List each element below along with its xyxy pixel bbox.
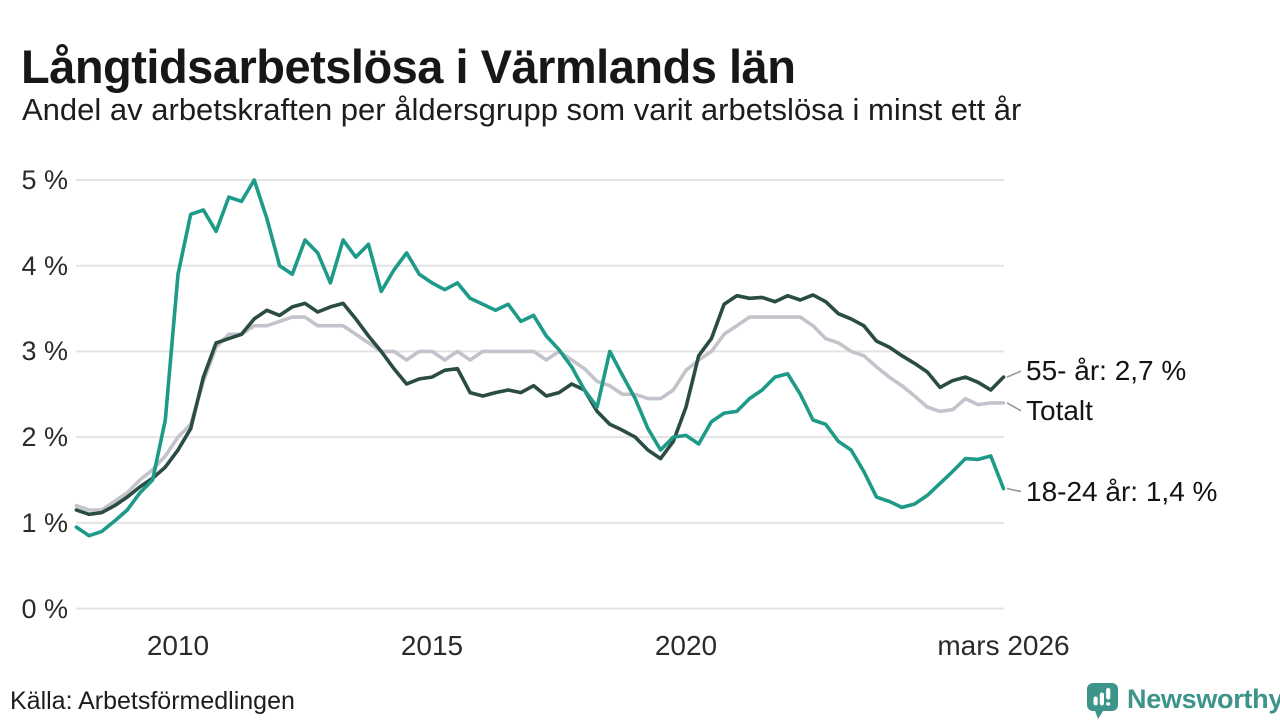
y-axis-tick-label: 2 % [21, 422, 68, 453]
y-axis-tick-label: 4 % [21, 250, 68, 281]
x-axis-tick-label: 2015 [400, 630, 464, 661]
label-connector-totalt [1006, 402, 1022, 412]
source-note: Källa: Arbetsförmedlingen [10, 687, 295, 715]
x-axis-tick-label: 2020 [654, 630, 718, 661]
newsworthy-wordmark: Newsworthy [1127, 684, 1280, 714]
label-connector-18-24-ar [1006, 487, 1022, 493]
y-axis-tick-label: 5 % [21, 165, 68, 195]
newsworthy-logo-icon [1087, 683, 1118, 719]
x-axis-tick-label: mars 2026 [937, 630, 1070, 661]
x-axis-tick-label: 2010 [146, 630, 210, 661]
y-axis-tick-label: 0 % [21, 593, 68, 624]
series-end-label-totalt: Totalt [1026, 394, 1093, 426]
chart-title: Långtidsarbetslösa i Värmlands län [21, 40, 796, 94]
series-line-55-ar [74, 293, 1006, 517]
y-axis-tick-label: 3 % [21, 336, 68, 367]
label-connector-55-ar [1006, 370, 1022, 378]
series-end-label-18-24-ar: 18-24 år: 1,4 % [1026, 475, 1218, 507]
series-line-totalt [74, 315, 1006, 512]
chart-subtitle: Andel av arbetskraften per åldersgrupp s… [22, 92, 1022, 127]
series-line-18-24-ar [74, 178, 1006, 538]
newsworthy-logo: Newsworthy [1086, 682, 1280, 720]
y-axis-tick-label: 1 % [21, 507, 68, 538]
series-end-label-55-ar: 55- år: 2,7 % [1026, 355, 1187, 387]
